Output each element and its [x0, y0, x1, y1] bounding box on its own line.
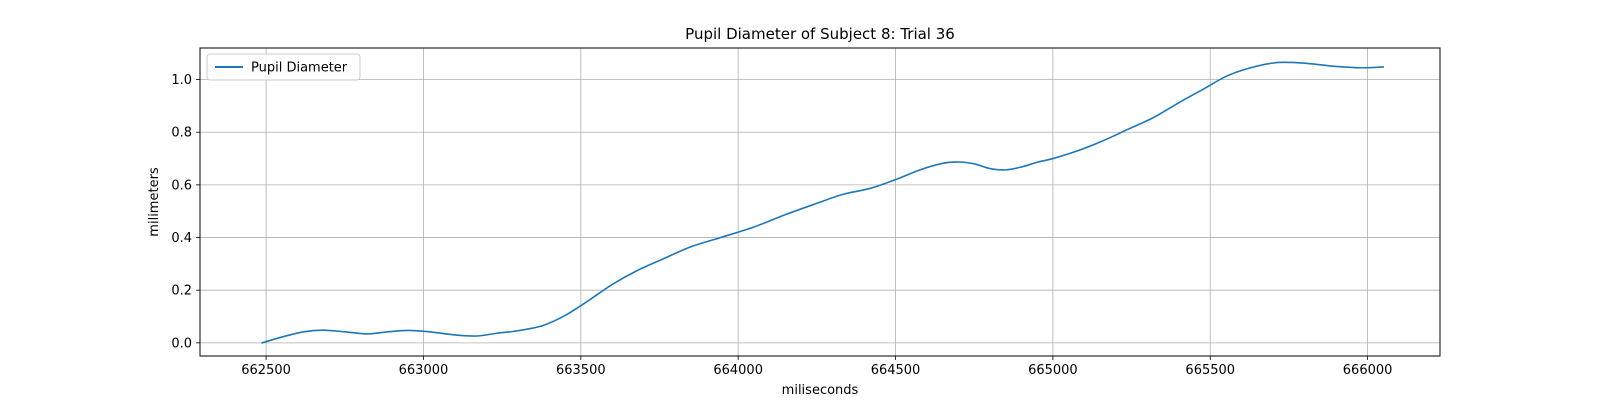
y-tick-label: 0.4	[171, 231, 192, 246]
legend: Pupil Diameter	[206, 53, 361, 81]
series-line-pupil-diameter	[261, 61, 1385, 344]
x-tick-label: 663500	[556, 363, 606, 378]
x-tick-label: 666000	[1343, 363, 1393, 378]
y-tick-label: 0.0	[171, 336, 192, 351]
x-tick-label: 662500	[241, 363, 291, 378]
grid	[200, 48, 1440, 356]
x-axis-ticks: 662500 663000 663500 664000 664500 665000 6655…	[241, 356, 1392, 378]
x-axis-label: miliseconds	[782, 383, 859, 398]
x-tick-label: 663000	[399, 363, 449, 378]
x-tick-label: 665000	[1028, 363, 1078, 378]
y-tick-label: 0.8	[171, 126, 192, 141]
y-tick-label: 1.0	[171, 73, 192, 88]
y-axis-ticks: 0.0 0.2 0.4 0.6 0.8 1.0	[171, 73, 200, 351]
y-tick-label: 0.2	[171, 284, 192, 299]
y-axis-label: milimeters	[147, 167, 162, 237]
x-tick-label: 665500	[1185, 363, 1235, 378]
legend-box	[206, 53, 361, 81]
legend-label: Pupil Diameter	[251, 61, 348, 76]
y-tick-label: 0.6	[171, 178, 192, 193]
x-tick-label: 664000	[713, 363, 763, 378]
chart-title: Pupil Diameter of Subject 8: Trial 36	[685, 25, 955, 43]
plot-frame	[199, 47, 1441, 357]
series-layer	[261, 61, 1385, 344]
x-tick-label: 664500	[871, 363, 921, 378]
